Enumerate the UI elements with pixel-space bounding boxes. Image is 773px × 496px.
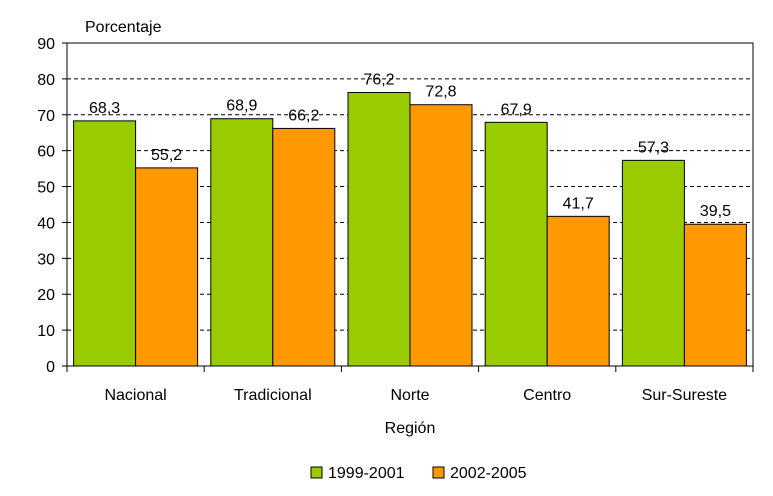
x-tick-label: Norte (390, 387, 429, 404)
y-tick-label: 80 (37, 72, 55, 89)
data-labels: 68,3 55,2 68,9 66,2 76,2 72,8 67,9 41,7 57,3 39,5 (89, 72, 731, 221)
data-label: 66,2 (288, 107, 319, 124)
y-tick-label: 20 (37, 287, 55, 304)
bar-1999-2001-Nacional (73, 120, 137, 367)
y-axis-title: Porcentaje (85, 19, 162, 36)
y-tick-label: 70 (37, 108, 55, 125)
bar-2002-2005-Sur-Sureste (683, 223, 747, 367)
x-tick-label: Tradicional (234, 387, 312, 404)
legend-label: 2002-2005 (450, 465, 527, 482)
y-tick-label: 50 (37, 180, 55, 197)
y-tick-label: 60 (37, 144, 55, 161)
x-axis-title: Región (385, 420, 436, 437)
y-tick-label: 0 (46, 359, 55, 376)
bar-2002-2005-Nacional (135, 167, 199, 367)
x-tick-label: Sur-Sureste (642, 387, 727, 404)
legend-label: 1999-2001 (328, 465, 405, 482)
data-label: 55,2 (151, 147, 182, 164)
legend-swatch (432, 466, 445, 479)
data-label: 68,9 (226, 98, 257, 115)
y-tick-label: 10 (37, 323, 55, 340)
bar-1999-2001-Tradicional (210, 118, 274, 367)
data-label: 67,9 (501, 101, 532, 118)
bar-2002-2005-Centro (546, 215, 610, 367)
data-label: 57,3 (638, 139, 669, 156)
bar-2002-2005-Tradicional (272, 127, 336, 367)
data-label: 72,8 (425, 84, 456, 101)
x-tick-label: Nacional (104, 387, 166, 404)
legend-swatch (310, 466, 323, 479)
axes: Nacional Tradicional Norte Centro Sur-Surest… (37, 36, 754, 404)
data-label: 68,3 (89, 100, 120, 117)
y-tick-label: 40 (37, 215, 55, 232)
x-tick-label: Centro (523, 387, 571, 404)
data-label: 39,5 (700, 203, 731, 220)
bars (73, 92, 747, 367)
plot-area-border (66, 42, 754, 367)
bar-1999-2001-Sur-Sureste (621, 159, 685, 367)
bar-2002-2005-Norte (409, 104, 473, 367)
legend: 1999-2001 2002-2005 (310, 465, 527, 482)
y-tick-label: 30 (37, 251, 55, 268)
data-label: 76,2 (363, 72, 394, 89)
bar-1999-2001-Norte (347, 92, 411, 367)
bar-1999-2001-Centro (484, 121, 548, 367)
y-tick-label: 90 (37, 36, 55, 53)
data-label: 41,7 (563, 195, 594, 212)
